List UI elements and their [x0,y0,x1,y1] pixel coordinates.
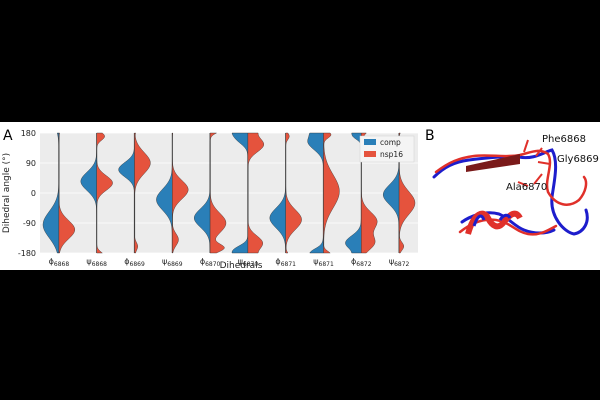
x-tick-label: ψ6871 [313,257,334,268]
figure: A 180 90 0 -90 -180 ϕ6868 ψ6868 ϕ6869 ψ6869 ϕ687… [0,122,600,270]
y-tick-label: -180 [18,249,36,258]
x-axis-title: Dihedrals [220,261,263,270]
side-chains [517,139,551,187]
violin-nsp16-1 [96,132,113,254]
violin-nsp16-7 [323,132,340,254]
beta-strand-arrow [466,154,520,172]
violin-nsp16-5 [247,132,264,254]
legend-swatch-nsp16 [364,151,376,157]
comp-backbone-path [432,148,589,236]
violins [42,132,416,254]
panel-label-a: A [3,128,13,144]
panel-label-b: B [425,128,435,144]
alpha-helix [465,210,523,235]
y-tick-label: 180 [21,129,36,138]
x-tick-label: ψ6872 [389,257,410,268]
x-tick-label: ϕ6871 [275,257,296,268]
x-tick-label: ϕ6869 [124,257,145,268]
y-tick-labels: 180 90 0 -90 -180 [18,129,36,258]
violin-nsp16-4 [209,132,227,254]
legend-label-nsp16: nsp16 [380,150,403,159]
x-tick-label: ϕ6868 [49,257,70,268]
protein-structure: B Phe6868 Gly6869 Ala6870 [425,128,599,236]
residue-label-phe6868: Phe6868 [542,134,586,145]
violin-nsp16-0 [58,132,75,254]
x-tick-label: ψ6869 [162,257,183,268]
x-tick-label: ϕ6870 [200,257,221,268]
y-tick-label: -90 [23,219,36,228]
x-tick-label: ϕ6872 [351,257,372,268]
x-tick-label: ψ6868 [86,257,107,268]
violin-nsp16-6 [285,132,302,254]
y-tick-label: 90 [26,159,36,168]
x-tick-labels: ϕ6868 ψ6868 ϕ6869 ψ6869 ϕ6870 ψ6870 ϕ6871 ψ6871… [49,257,410,268]
y-axis-title: Dihedral angle (°) [2,153,12,233]
legend: comp nsp16 [359,135,415,163]
residue-label-gly6869: Gly6869 [557,154,599,165]
violin-nsp16-2 [134,132,151,254]
nsp16-backbone-path [434,149,588,206]
x-tick-label: ψ6870 [238,257,259,268]
legend-swatch-comp [364,139,376,145]
violin-nsp16-3 [172,132,189,254]
y-tick-label: 0 [31,189,36,198]
violin-chart: A 180 90 0 -90 -180 ϕ6868 ψ6868 ϕ6869 ψ6869 ϕ687… [2,128,418,270]
residue-label-ala6870: Ala6870 [506,182,547,193]
legend-label-comp: comp [380,138,401,147]
